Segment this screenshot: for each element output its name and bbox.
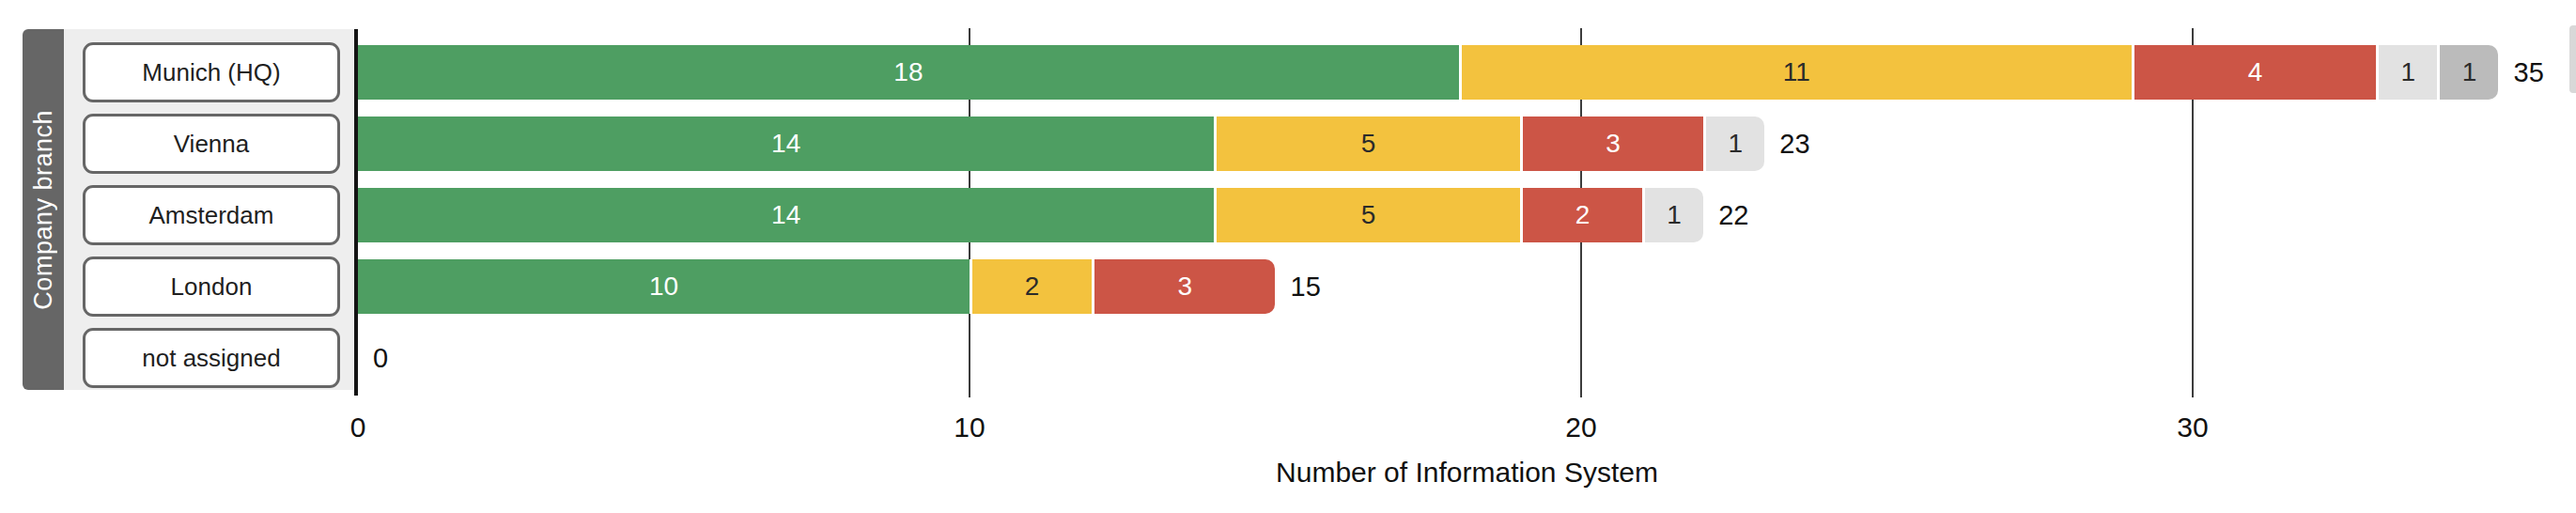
bar-segment-status-light-gray[interactable]: 1 [2376, 45, 2437, 100]
x-tick-label: 30 [2136, 412, 2249, 443]
bar-segment-status-red[interactable]: 4 [2132, 45, 2376, 100]
segment-value-label: 3 [1178, 272, 1193, 302]
x-tick-label: 0 [302, 412, 414, 443]
category-button[interactable]: Amsterdam [83, 185, 340, 245]
bar-total-label: 15 [1291, 259, 1321, 314]
y-axis-title-band: Company branch [23, 29, 64, 390]
category-button-label: not assigned [142, 344, 280, 373]
x-axis-title: Number of Information System [1092, 457, 1843, 489]
y-axis-title: Company branch [29, 110, 58, 310]
segment-value-label: 1 [2401, 57, 2416, 87]
bar-segment-status-red[interactable]: 2 [1520, 188, 1642, 242]
segment-value-label: 10 [649, 272, 678, 302]
segment-value-label: 2 [1575, 200, 1591, 230]
bar-total-label: 0 [373, 331, 388, 385]
bar-segment-status-green[interactable]: 18 [358, 45, 1459, 100]
bar-total-label: 23 [1779, 117, 1809, 171]
segment-value-label: 3 [1606, 129, 1621, 159]
category-button[interactable]: London [83, 256, 340, 317]
bar-segment-status-yellow[interactable]: 2 [970, 259, 1092, 314]
bar-segment-status-yellow[interactable]: 11 [1459, 45, 2132, 100]
segment-value-label: 18 [893, 57, 923, 87]
category-button-label: Vienna [174, 130, 250, 159]
bar-segment-status-light-gray[interactable]: 1 [1703, 117, 1764, 171]
bar-segment-status-gray[interactable]: 1 [2437, 45, 2498, 100]
segment-value-label: 14 [771, 129, 800, 159]
x-tick-label: 10 [913, 412, 1026, 443]
segment-value-label: 5 [1361, 129, 1376, 159]
bar-total-label: 22 [1718, 188, 1748, 242]
bar-segment-status-green[interactable]: 14 [358, 117, 1214, 171]
bar-segment-status-yellow[interactable]: 5 [1214, 117, 1520, 171]
bar-segment-status-green[interactable]: 10 [358, 259, 970, 314]
segment-value-label: 4 [2248, 57, 2263, 87]
bar-segment-status-red[interactable]: 3 [1092, 259, 1275, 314]
segment-value-label: 5 [1361, 200, 1376, 230]
category-button[interactable]: Munich (HQ) [83, 42, 340, 102]
category-button-label: Amsterdam [149, 201, 274, 230]
segment-value-label: 1 [1728, 129, 1743, 159]
scrollbar-thumb[interactable] [2569, 25, 2576, 93]
bar-segment-status-yellow[interactable]: 5 [1214, 188, 1520, 242]
bar-total-label: 35 [2514, 45, 2544, 100]
stacked-bar-chart: Company branch Number of Information Sys… [0, 0, 2576, 513]
category-button-label: London [171, 272, 253, 302]
category-button[interactable]: not assigned [83, 328, 340, 388]
x-tick-label: 20 [1525, 412, 1637, 443]
category-button[interactable]: Vienna [83, 114, 340, 174]
segment-value-label: 14 [771, 200, 800, 230]
bar-segment-status-light-gray[interactable]: 1 [1642, 188, 1703, 242]
segment-value-label: 1 [2462, 57, 2477, 87]
segment-value-label: 1 [1667, 200, 1682, 230]
segment-value-label: 2 [1025, 272, 1040, 302]
category-button-label: Munich (HQ) [142, 58, 280, 87]
bar-segment-status-green[interactable]: 14 [358, 188, 1214, 242]
bar-segment-status-red[interactable]: 3 [1520, 117, 1703, 171]
segment-value-label: 11 [1783, 57, 1810, 87]
